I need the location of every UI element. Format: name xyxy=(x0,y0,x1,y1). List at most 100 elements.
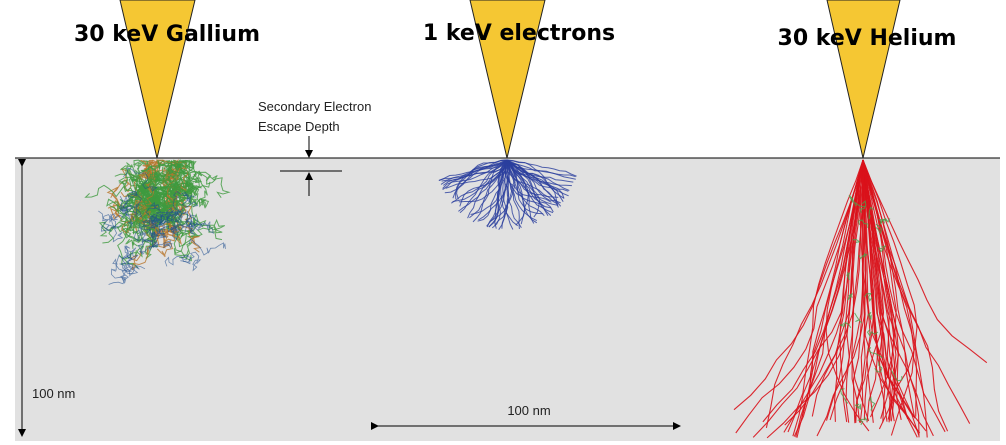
gallium-beam xyxy=(119,0,196,159)
track xyxy=(880,218,891,225)
track xyxy=(451,159,508,204)
track xyxy=(874,223,883,234)
track xyxy=(169,160,197,206)
track xyxy=(862,159,920,436)
track xyxy=(148,160,193,195)
track xyxy=(118,163,163,203)
track xyxy=(119,262,132,284)
track xyxy=(150,227,168,238)
track xyxy=(164,254,192,267)
track xyxy=(170,209,185,234)
track xyxy=(149,214,159,229)
track xyxy=(733,159,864,411)
track xyxy=(862,159,918,430)
track xyxy=(859,200,867,214)
track xyxy=(452,159,508,203)
track xyxy=(862,159,934,437)
track xyxy=(440,159,508,185)
track xyxy=(862,159,897,419)
escape-depth-label: Secondary Electron xyxy=(258,99,371,114)
scale-label: 100 nm xyxy=(507,403,550,418)
track xyxy=(157,177,191,197)
track xyxy=(145,204,178,233)
beam-label: 30 keV Helium xyxy=(778,26,957,51)
track xyxy=(506,159,554,214)
track xyxy=(857,416,869,426)
track xyxy=(178,207,197,233)
track xyxy=(501,159,515,229)
track xyxy=(854,312,862,324)
scatter-tracks xyxy=(84,158,988,439)
beam-label: 30 keV Gallium xyxy=(74,22,260,47)
track xyxy=(174,207,226,241)
track xyxy=(846,272,851,281)
track xyxy=(106,186,138,234)
track xyxy=(845,159,864,423)
track xyxy=(102,213,128,224)
track xyxy=(442,159,508,189)
track xyxy=(853,201,866,208)
track xyxy=(857,219,869,229)
track xyxy=(840,388,849,404)
track xyxy=(84,175,152,200)
track xyxy=(459,159,508,207)
track xyxy=(169,223,181,241)
track xyxy=(137,238,157,252)
track xyxy=(848,194,855,204)
track xyxy=(762,159,864,423)
track xyxy=(862,159,916,419)
track xyxy=(175,160,210,209)
track xyxy=(172,190,196,218)
track xyxy=(506,159,565,199)
track xyxy=(862,159,949,432)
track xyxy=(123,167,158,192)
track xyxy=(98,210,120,232)
track xyxy=(129,191,143,219)
helium-beam xyxy=(826,0,901,159)
track xyxy=(858,252,868,260)
track xyxy=(149,201,171,227)
track xyxy=(506,159,545,217)
track xyxy=(501,159,514,230)
electron-beam xyxy=(469,0,546,159)
track xyxy=(189,221,215,234)
track xyxy=(868,206,875,220)
track xyxy=(868,396,876,411)
track xyxy=(126,255,146,277)
track xyxy=(825,159,864,421)
track xyxy=(866,328,879,337)
track xyxy=(506,159,569,192)
track xyxy=(148,213,164,229)
track xyxy=(477,159,508,222)
track xyxy=(165,184,202,253)
track xyxy=(147,180,175,214)
track xyxy=(859,159,869,424)
track xyxy=(854,403,861,410)
track xyxy=(852,239,862,244)
track xyxy=(458,159,508,212)
track xyxy=(877,245,887,253)
track xyxy=(133,227,151,242)
escape-depth-label: Escape Depth xyxy=(258,119,340,134)
track xyxy=(159,207,178,223)
track xyxy=(188,238,226,256)
track xyxy=(506,159,577,177)
track xyxy=(108,258,126,285)
track xyxy=(166,212,199,227)
track xyxy=(862,159,918,438)
track xyxy=(151,240,173,250)
track xyxy=(862,159,908,417)
track xyxy=(862,159,988,364)
track xyxy=(796,159,864,438)
track xyxy=(864,293,873,302)
scale-label: 100 nm xyxy=(32,386,75,401)
track xyxy=(847,293,853,301)
track xyxy=(506,159,541,218)
track xyxy=(115,245,133,271)
track xyxy=(874,361,883,373)
track xyxy=(867,311,872,321)
track xyxy=(452,159,508,199)
track xyxy=(127,186,148,229)
track xyxy=(180,251,202,272)
